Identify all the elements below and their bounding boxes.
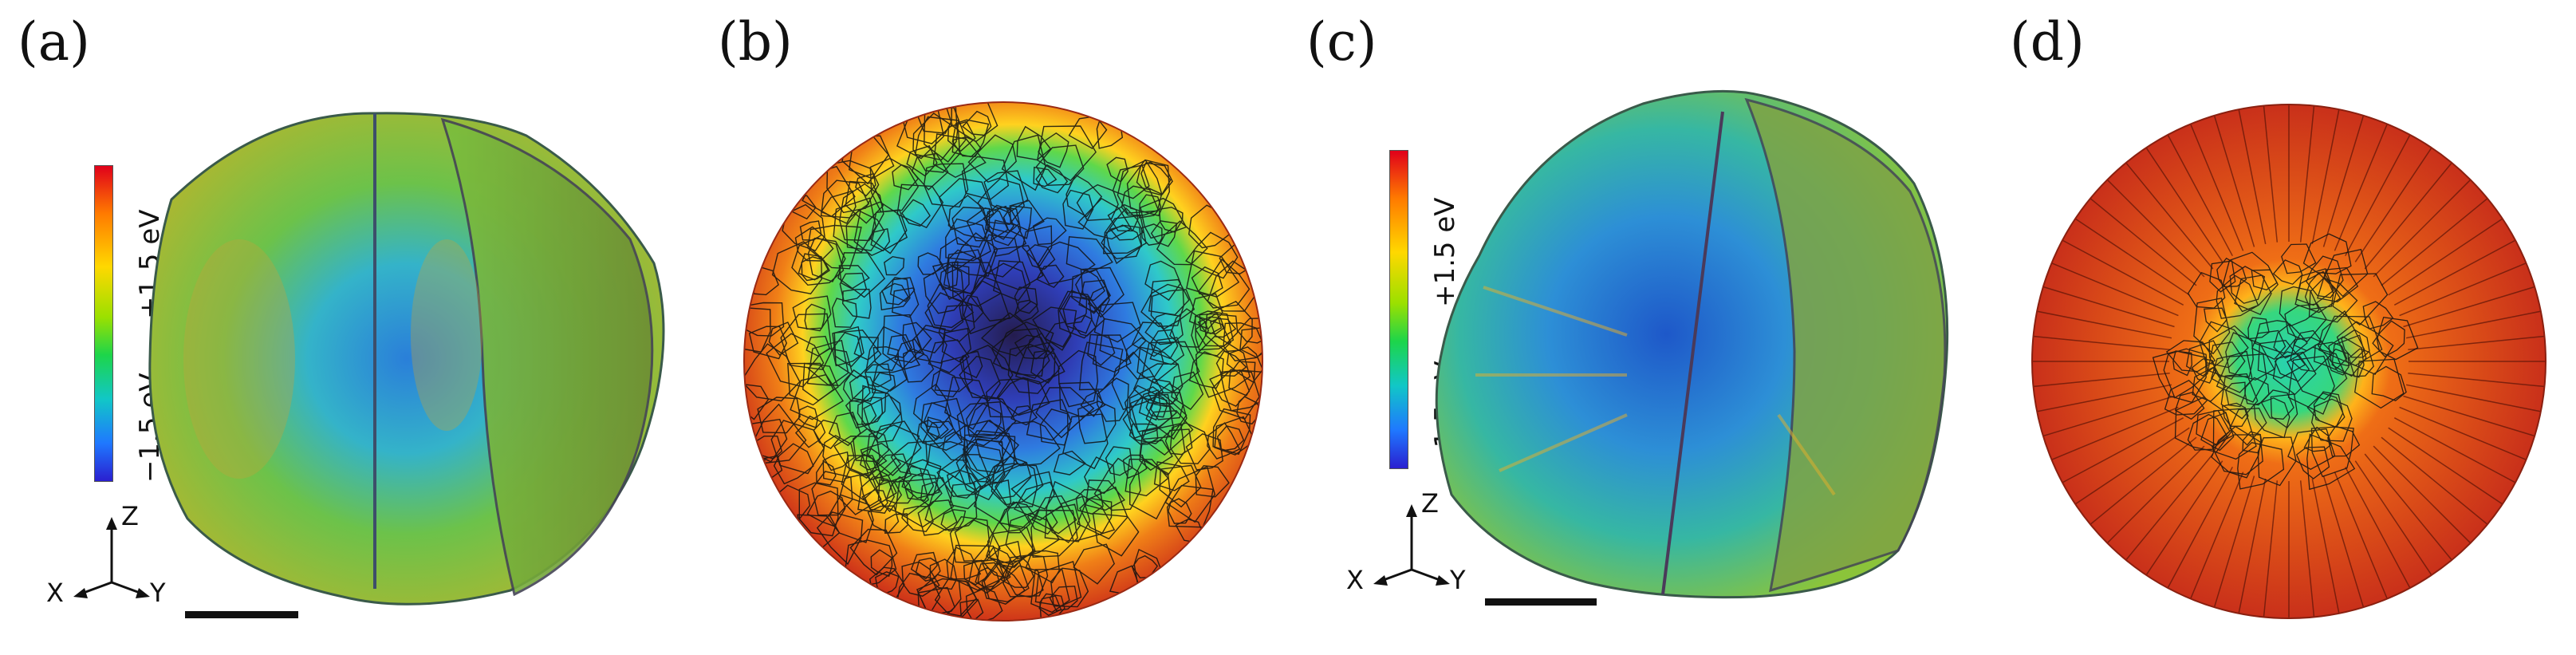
colorbar-a <box>94 165 113 482</box>
grain-a <box>148 112 665 606</box>
grain-d <box>2031 104 2546 619</box>
scale-bar-a <box>185 611 298 618</box>
panel-label-a: (a) <box>18 11 90 73</box>
axis-y-label-c: Y <box>1449 565 1466 594</box>
axes-triad-a: Z X Y <box>46 501 166 606</box>
panel-label-b: (b) <box>718 11 793 73</box>
axis-x-label-c: X <box>1346 565 1364 594</box>
axis-z-label-c: Z <box>1421 488 1439 519</box>
grain-b <box>743 101 1263 621</box>
axis-y-label: Y <box>149 578 166 606</box>
panel-label-c: (c) <box>1306 11 1377 73</box>
grain-c <box>1435 89 1949 599</box>
axis-z-label: Z <box>121 501 139 531</box>
scale-bar-c <box>1485 598 1597 606</box>
axis-x-label: X <box>46 578 64 606</box>
panel-label-d: (d) <box>2010 11 2085 73</box>
axes-triad-c: Z X Y <box>1346 488 1466 594</box>
colorbar-c <box>1389 150 1408 469</box>
